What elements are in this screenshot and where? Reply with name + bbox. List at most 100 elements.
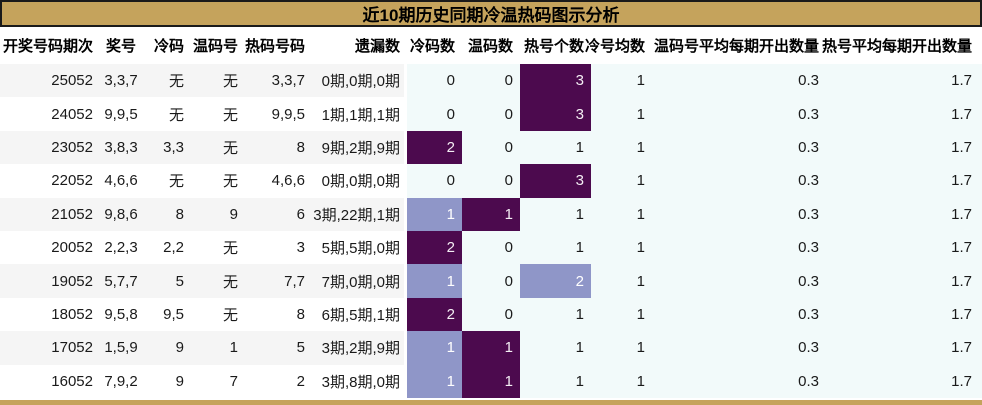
cell-omission: 5期,5期,0期 <box>321 240 400 258</box>
cell-prize-numbers: 4,6,6 <box>104 172 138 190</box>
cell-cold-code: 2,2 <box>163 239 184 257</box>
cell-hot-avg-per-period: 1.7 <box>823 164 982 198</box>
cell-hot-avg-per-period: 1.7 <box>823 197 982 231</box>
cell-hot-code: 4,6,6 <box>271 172 305 190</box>
cell-hot-code: 8 <box>296 305 305 323</box>
cell-period: 20052 <box>51 239 93 257</box>
cell-hot-code: 8 <box>296 138 305 156</box>
cell-hot-count: 1 <box>520 197 591 231</box>
cell-cold-count: 0 <box>404 64 462 98</box>
cell-cold-count: 1 <box>404 264 462 298</box>
cell-cold-code: 9 <box>175 339 184 357</box>
cell-warm-count: 1 <box>462 197 520 231</box>
column-header-hot-code: 热码号码 <box>244 38 305 55</box>
cell-period: 21052 <box>51 205 93 223</box>
cell-cold-average: 1 <box>591 364 653 398</box>
cell-hot-code: 6 <box>296 205 305 223</box>
cell-warm-avg-per-period: 0.3 <box>653 264 823 298</box>
cell-prize-numbers: 7,9,2 <box>104 372 138 390</box>
cell-warm-count: 1 <box>462 364 520 398</box>
cell-period: 23052 <box>51 138 93 156</box>
cell-period: 18052 <box>51 305 93 323</box>
panel-title: 近10期历史同期冷温热码图示分析 <box>362 6 620 25</box>
cell-warm-code: 无 <box>222 306 238 324</box>
cell-warm-count: 0 <box>462 97 520 131</box>
cell-hot-avg-per-period: 1.7 <box>823 64 982 98</box>
cell-cold-count: 2 <box>404 297 462 332</box>
cell-cold-average: 1 <box>591 130 653 165</box>
cell-hot-code: 5 <box>296 339 305 357</box>
cell-cold-average: 1 <box>591 64 653 98</box>
cell-hot-count: 1 <box>520 331 591 365</box>
cell-cold-code: 无 <box>168 173 184 191</box>
cell-cold-average: 1 <box>591 331 653 365</box>
cell-period: 25052 <box>51 72 93 90</box>
cell-hot-count: 2 <box>520 264 591 298</box>
cell-hot-code: 7,7 <box>284 272 305 290</box>
column-header-hot-avg-per-period: 热号平均每期开出数量 <box>821 38 972 55</box>
cell-warm-code: 无 <box>222 106 238 124</box>
cell-warm-avg-per-period: 0.3 <box>653 230 823 265</box>
cell-cold-count: 1 <box>404 364 462 398</box>
table-row: 23052 3,8,3 3,3 无 8 9期,2期,9期 2 0 1 1 0.3 1.7 <box>0 130 982 165</box>
cell-warm-avg-per-period: 0.3 <box>653 197 823 231</box>
panel-title-bar: 近10期历史同期冷温热码图示分析 <box>0 0 982 27</box>
cell-cold-average: 1 <box>591 164 653 198</box>
cell-period: 16052 <box>51 372 93 390</box>
cell-prize-numbers: 1,5,9 <box>104 339 138 357</box>
column-header-prize-numbers: 奖号 <box>105 38 136 55</box>
cell-warm-code: 7 <box>229 372 238 390</box>
cell-warm-avg-per-period: 0.3 <box>653 64 823 98</box>
column-header-warm-avg-per-period: 温码号平均每期开出数量 <box>653 38 819 55</box>
cell-cold-code: 无 <box>168 73 184 91</box>
cell-hot-count: 3 <box>520 97 591 131</box>
cell-cold-count: 0 <box>404 97 462 131</box>
cell-period: 19052 <box>51 272 93 290</box>
cell-hot-avg-per-period: 1.7 <box>823 264 982 298</box>
cell-cold-count: 1 <box>404 197 462 231</box>
cell-hot-count: 1 <box>520 297 591 332</box>
cell-prize-numbers: 9,9,5 <box>104 105 138 123</box>
column-header-hot-count: 热号个数 <box>523 38 584 55</box>
cell-warm-count: 1 <box>462 331 520 365</box>
cell-cold-average: 1 <box>591 97 653 131</box>
table-row: 25052 3,3,7 无无 3,3,7 0期,0期,0期 0 0 3 1 0.3 1.7 <box>0 64 982 98</box>
cell-omission: 3期,8期,0期 <box>321 373 400 391</box>
cell-hot-avg-per-period: 1.7 <box>823 130 982 165</box>
cell-warm-avg-per-period: 0.3 <box>653 130 823 165</box>
cell-hot-count: 3 <box>520 164 591 198</box>
cell-hot-avg-per-period: 1.7 <box>823 364 982 398</box>
cell-cold-count: 1 <box>404 331 462 365</box>
table-row: 22052 4,6,6 无无 4,6,6 0期,0期,0期 0 0 3 1 0.3 1.7 <box>0 164 982 198</box>
cell-cold-code: 9 <box>175 372 184 390</box>
cell-omission: 1期,1期,1期 <box>321 106 400 124</box>
cell-cold-count: 2 <box>404 130 462 165</box>
cell-hot-count: 3 <box>520 64 591 98</box>
cell-hot-avg-per-period: 1.7 <box>823 331 982 365</box>
cell-hot-count: 1 <box>520 130 591 165</box>
table-row: 24052 9,9,5 无无 9,9,5 1期,1期,1期 0 0 3 1 0.3 1.7 <box>0 97 982 131</box>
cell-cold-code: 8 <box>175 205 184 223</box>
cell-omission: 0期,0期,0期 <box>321 73 400 91</box>
cell-omission: 9期,2期,9期 <box>321 139 400 157</box>
cell-warm-avg-per-period: 0.3 <box>653 297 823 332</box>
cell-hot-code: 9,9,5 <box>271 105 305 123</box>
column-header-cold-code: 冷码 <box>153 38 184 55</box>
cell-omission: 3期,22期,1期 <box>313 206 400 224</box>
cell-prize-numbers: 9,8,6 <box>104 205 138 223</box>
cell-cold-count: 0 <box>404 164 462 198</box>
cell-hot-count: 1 <box>520 230 591 265</box>
cell-warm-count: 0 <box>462 64 520 98</box>
table-body: 25052 3,3,7 无无 3,3,7 0期,0期,0期 0 0 3 1 0.3 1.7 24052… <box>0 64 982 398</box>
table-row: 17052 1,5,9 9 1 5 3期,2期,9期 1 1 1 1 0.3 1.7 <box>0 331 982 365</box>
cell-warm-code: 1 <box>229 339 238 357</box>
table-header-row: 开奖号码期次 奖号 冷码 温码号 热码号码 遗漏数 冷码数 温码数 热号个数 冷… <box>0 27 982 64</box>
cell-cold-code: 5 <box>175 272 184 290</box>
cell-omission: 7期,0期,0期 <box>321 273 400 291</box>
cell-warm-count: 0 <box>462 230 520 265</box>
cell-prize-numbers: 5,7,7 <box>104 272 138 290</box>
column-header-warm-count: 温码数 <box>467 38 513 55</box>
next-section-gold-bar <box>0 400 982 405</box>
cell-warm-code: 无 <box>222 273 238 291</box>
